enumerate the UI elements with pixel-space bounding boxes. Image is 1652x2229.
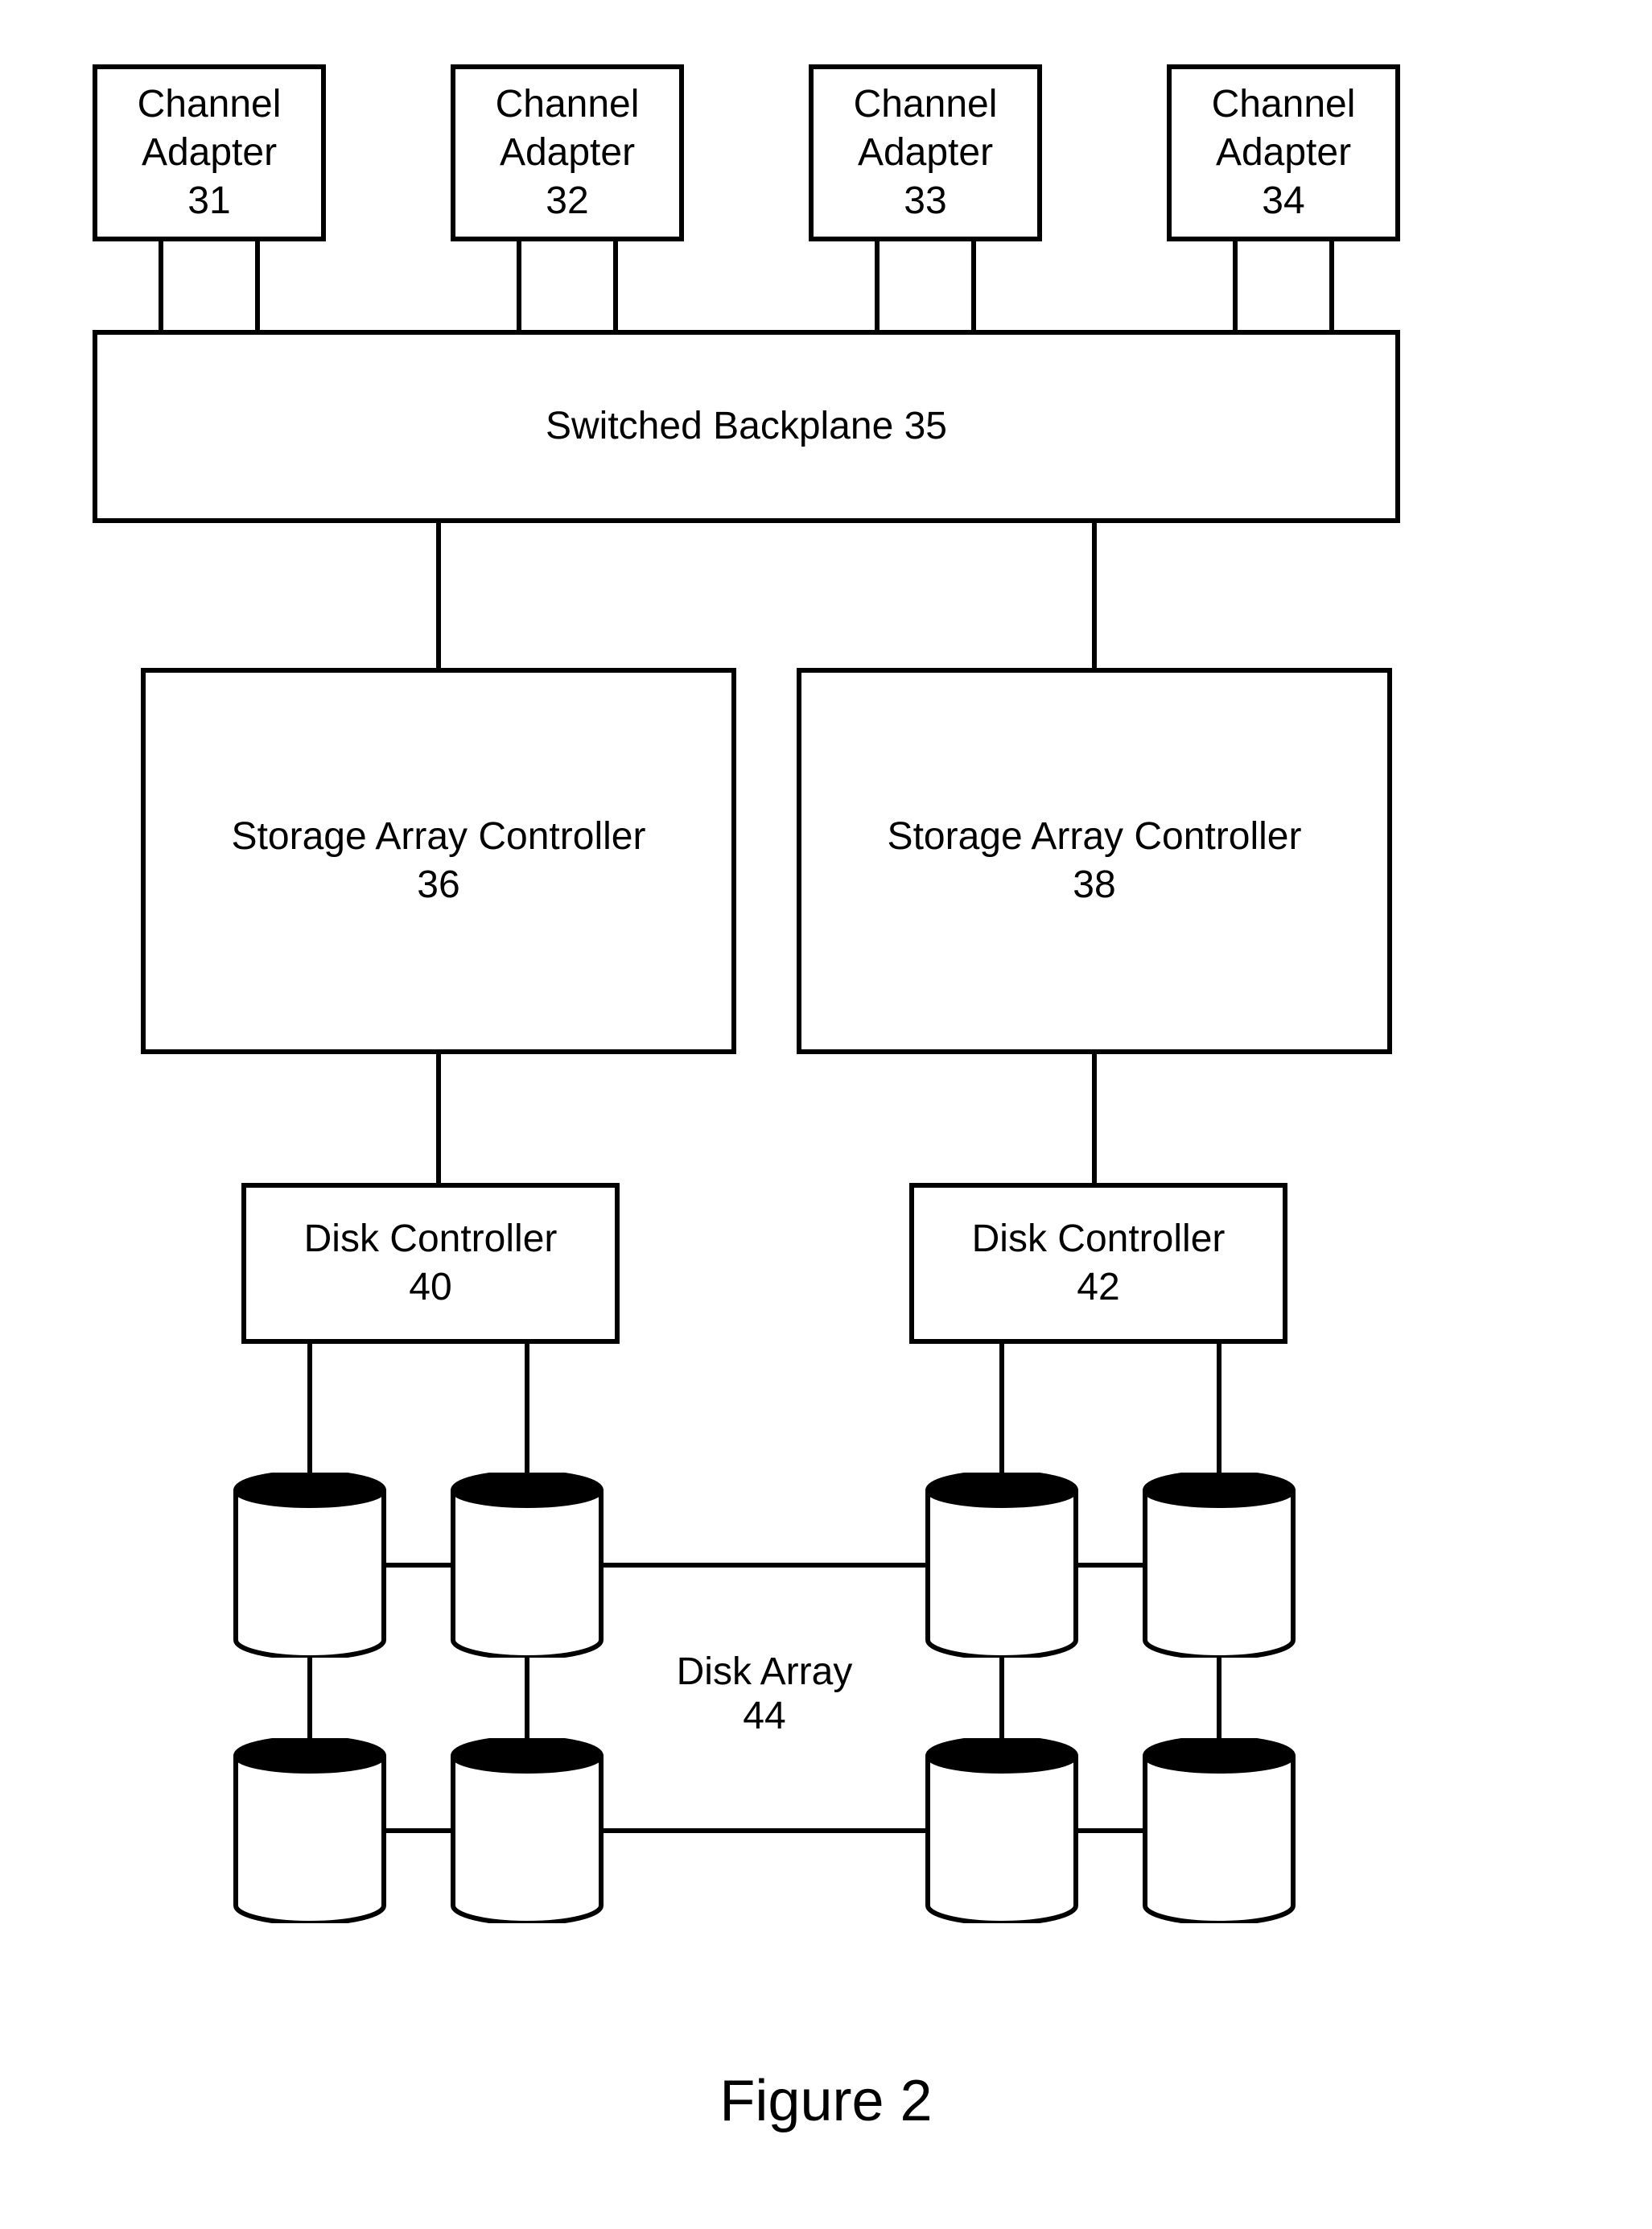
disk-icon <box>233 1738 386 1923</box>
box-text: 42 <box>1077 1263 1119 1312</box>
disk-icon <box>1143 1738 1296 1923</box>
disk-icon <box>451 1473 604 1658</box>
box-text: Channel <box>1212 80 1356 129</box>
disk-controller-40: Disk Controller40 <box>241 1183 620 1344</box>
channel-adapter-34: ChannelAdapter34 <box>1167 64 1400 241</box>
storage-array-controller-36: Storage Array Controller36 <box>141 668 736 1054</box>
storage-array-controller-38: Storage Array Controller38 <box>797 668 1392 1054</box>
box-text: Adapter <box>858 129 993 177</box>
box-text: 38 <box>1073 861 1115 909</box>
channel-adapter-32: ChannelAdapter32 <box>451 64 684 241</box>
box-text: Disk Controller <box>972 1215 1226 1263</box>
channel-adapter-33: ChannelAdapter33 <box>809 64 1042 241</box>
disk-icon <box>1143 1473 1296 1658</box>
box-text: 40 <box>409 1263 451 1312</box>
diagram-canvas: ChannelAdapter31 ChannelAdapter32 Channe… <box>0 0 1652 2229</box>
box-text: 33 <box>904 177 946 225</box>
channel-adapter-31: ChannelAdapter31 <box>93 64 326 241</box>
disk-controller-42: Disk Controller42 <box>909 1183 1287 1344</box>
disk-icon <box>925 1473 1078 1658</box>
box-text: 32 <box>546 177 588 225</box>
disk-icon <box>233 1473 386 1658</box>
box-text: 31 <box>187 177 230 225</box>
disk-icon <box>451 1738 604 1923</box>
box-text: Storage Array Controller <box>232 813 646 861</box>
box-text: 34 <box>1262 177 1304 225</box>
figure-caption: Figure 2 <box>0 2068 1652 2134</box>
disk-icon <box>925 1738 1078 1923</box>
box-text: Adapter <box>142 129 277 177</box>
box-text: Channel <box>138 80 282 129</box>
box-text: Channel <box>496 80 640 129</box>
box-text: Adapter <box>500 129 635 177</box>
box-text: Switched Backplane 35 <box>546 402 947 451</box>
box-text: 36 <box>417 861 459 909</box>
box-text: Storage Array Controller <box>888 813 1302 861</box>
switched-backplane: Switched Backplane 35 <box>93 330 1400 523</box>
box-text: Channel <box>854 80 998 129</box>
disk-array-label: Disk Array44 <box>652 1650 877 1738</box>
box-text: Disk Controller <box>304 1215 558 1263</box>
box-text: Adapter <box>1216 129 1351 177</box>
